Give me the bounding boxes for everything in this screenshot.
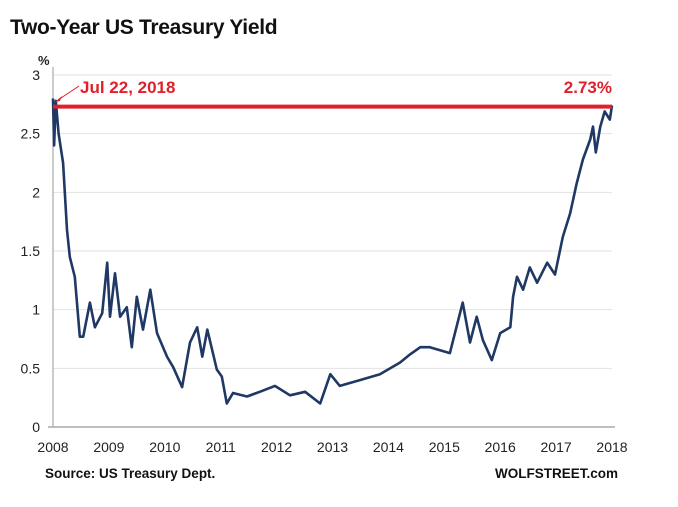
annotation-date: Jul 22, 2018 — [80, 78, 175, 97]
y-tick-label: 2.5 — [21, 126, 41, 142]
x-tick-label: 2012 — [261, 439, 292, 455]
y-tick-label: 3 — [32, 67, 40, 83]
x-tick-label: 2009 — [93, 439, 124, 455]
credit-note: WOLFSTREET.com — [494, 466, 618, 481]
annotation-arrow — [57, 85, 80, 101]
y-tick-label: 0 — [32, 419, 40, 435]
x-tick-label: 2016 — [485, 439, 516, 455]
y-tick-label: 2 — [32, 184, 40, 200]
x-tick-label: 2018 — [596, 439, 627, 455]
x-tick-label: 2014 — [373, 439, 404, 455]
y-axis-label: % — [38, 53, 50, 68]
x-tick-label: 2017 — [541, 439, 572, 455]
source-note: Source: US Treasury Dept. — [45, 466, 216, 481]
x-tick-label: 2010 — [149, 439, 180, 455]
y-tick-label: 1.5 — [21, 243, 41, 259]
x-tick-label: 2015 — [429, 439, 460, 455]
yield-line — [51, 98, 614, 405]
y-tick-label: 0.5 — [21, 360, 41, 376]
y-tick-label: 1 — [32, 302, 40, 318]
chart-title: Two-Year US Treasury Yield — [10, 16, 278, 39]
annotation-value: 2.73% — [564, 78, 612, 97]
arrowhead-icon — [55, 96, 62, 102]
x-tick-label: 2011 — [206, 439, 236, 455]
x-tick-label: 2013 — [317, 439, 348, 455]
x-tick-label: 2008 — [37, 439, 68, 455]
